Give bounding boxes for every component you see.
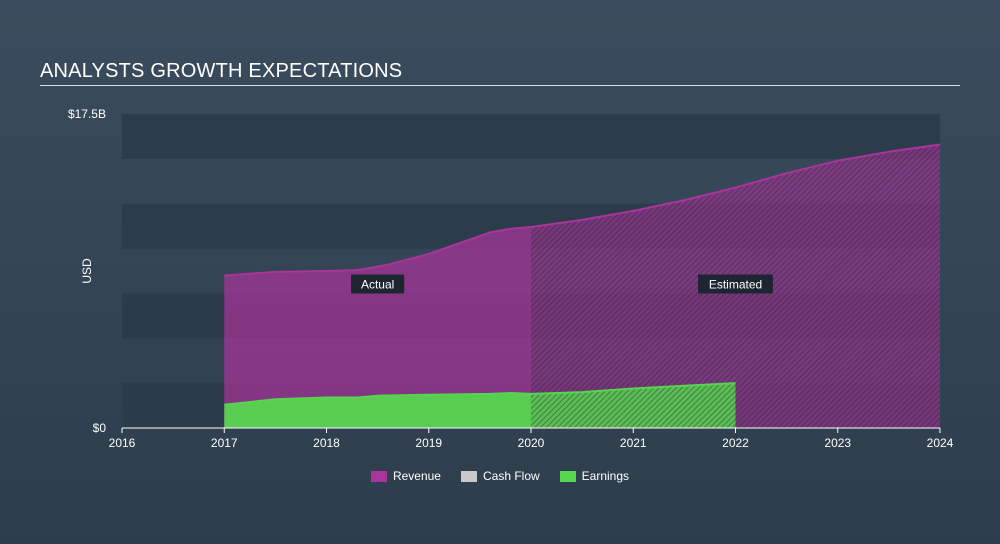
grid-band <box>122 114 940 159</box>
x-tick-label-2017: 2017 <box>211 436 238 450</box>
title-divider <box>40 85 960 86</box>
y-axis-label: USD <box>80 258 94 284</box>
y-tick-label: $0 <box>93 421 107 435</box>
x-tick-label-2022: 2022 <box>722 436 749 450</box>
revenue-area-actual <box>224 227 531 428</box>
x-tick-label-2021: 2021 <box>620 436 647 450</box>
legend-swatch-revenue <box>370 470 387 482</box>
chart-title: ANALYSTS GROWTH EXPECTATIONS <box>40 60 403 82</box>
legend-label-cash-flow: Cash Flow <box>482 469 540 483</box>
annotation-box <box>698 274 773 294</box>
earnings-line-estimated <box>530 382 736 395</box>
revenue-line-estimated <box>530 143 941 228</box>
earnings-area-actual <box>224 393 531 428</box>
x-tick-label-2019: 2019 <box>415 436 442 450</box>
annotation-actual: Actual <box>351 274 405 294</box>
annotation-text: Actual <box>361 277 394 291</box>
x-tick-label-2018: 2018 <box>313 436 340 450</box>
earnings-area-estimated-hatch <box>531 383 736 428</box>
y-tick-label: $17.5B <box>68 107 106 121</box>
annotation-box <box>351 274 405 294</box>
legend-item-revenue[interactable]: Revenue <box>370 469 441 483</box>
annotation-text: Estimated <box>709 277 762 291</box>
x-tick-label-2024: 2024 <box>927 436 954 450</box>
chart-legend: Revenue Cash Flow Earnings <box>0 469 1000 483</box>
x-tick-label-2016: 2016 <box>109 436 136 450</box>
legend-label-revenue: Revenue <box>392 469 441 483</box>
legend-item-earnings[interactable]: Earnings <box>559 469 630 483</box>
legend-swatch-earnings <box>559 470 576 482</box>
legend-label-earnings: Earnings <box>581 469 630 483</box>
x-tick-label-2020: 2020 <box>518 436 545 450</box>
annotation-estimated: Estimated <box>698 274 773 294</box>
earnings-line-actual <box>224 391 532 406</box>
legend-item-cash-flow[interactable]: Cash Flow <box>460 469 540 483</box>
legend-swatch-cash-flow <box>460 470 477 482</box>
revenue-line-actual <box>224 226 532 277</box>
x-tick-label-2023: 2023 <box>824 436 851 450</box>
